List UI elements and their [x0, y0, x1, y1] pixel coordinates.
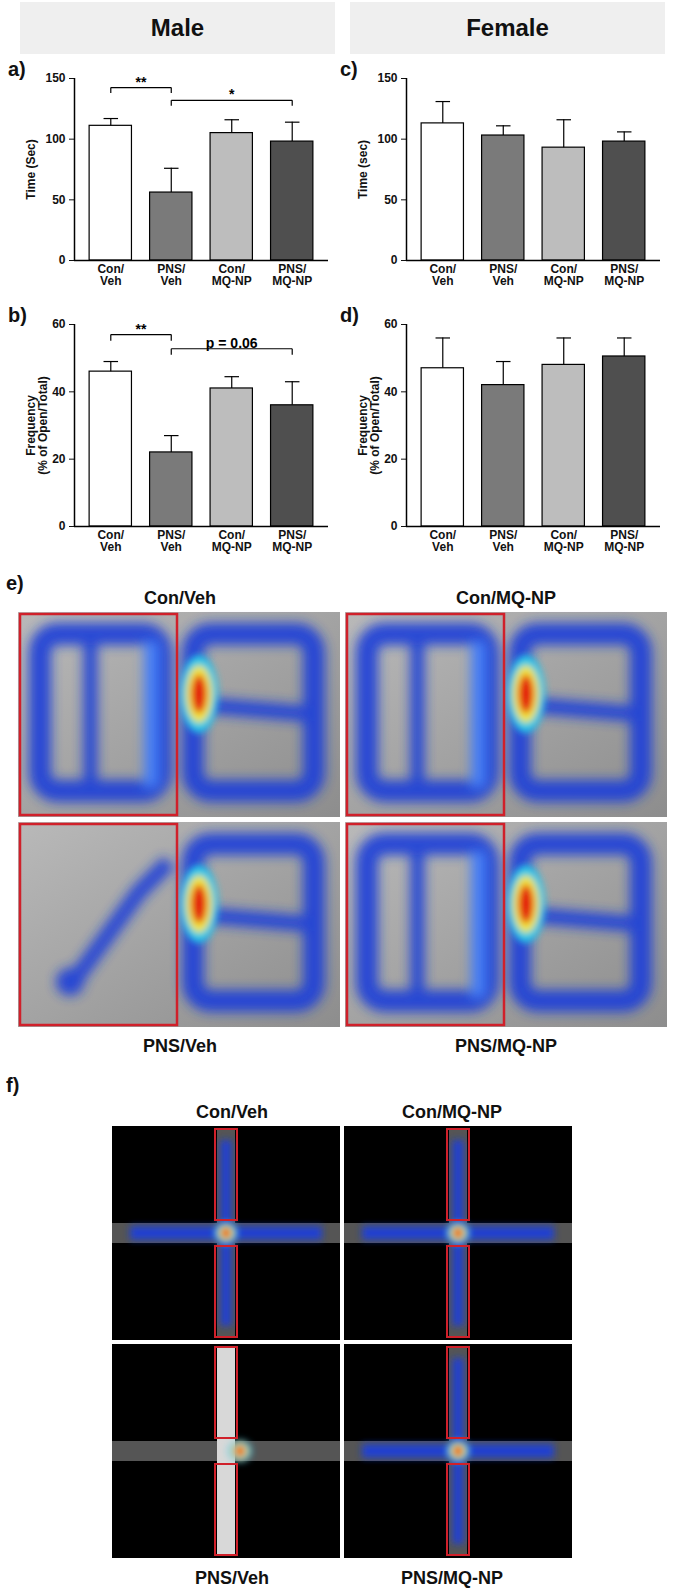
html-text:d): d) — [340, 304, 359, 326]
svg-text:Con/Veh: Con/Veh — [97, 528, 124, 554]
svg-text:Time (Sec): Time (Sec) — [24, 139, 38, 199]
svg-text:0: 0 — [391, 253, 398, 267]
svg-text:40: 40 — [52, 385, 66, 399]
svg-text:0: 0 — [391, 519, 398, 533]
svg-text:60: 60 — [52, 317, 66, 331]
svg-text:**: ** — [136, 74, 147, 90]
svg-text:20: 20 — [384, 452, 398, 466]
svg-text:PNS/Veh: PNS/Veh — [195, 1568, 269, 1588]
svg-text:p = 0.06: p = 0.06 — [206, 335, 258, 351]
html-text:a): a) — [8, 58, 26, 80]
svg-text:40: 40 — [384, 385, 398, 399]
svg-text:PNS/MQ-NP: PNS/MQ-NP — [401, 1568, 503, 1588]
svg-text:Con/Veh: Con/Veh — [429, 262, 456, 288]
svg-text:PNS/MQ-NP: PNS/MQ-NP — [455, 1036, 557, 1056]
svg-text:PNS/MQ-NP: PNS/MQ-NP — [604, 262, 644, 288]
svg-text:PNS/Veh: PNS/Veh — [143, 1036, 217, 1056]
html-text:b): b) — [8, 304, 27, 326]
svg-text:PNS/Veh: PNS/Veh — [489, 262, 518, 288]
svg-text:Frequency(% of Open/Total): Frequency(% of Open/Total) — [356, 376, 382, 474]
svg-text:e): e) — [6, 572, 24, 594]
svg-text:Con/MQ-NP: Con/MQ-NP — [212, 528, 252, 554]
svg-text:PNS/MQ-NP: PNS/MQ-NP — [272, 262, 312, 288]
svg-text:Con/MQ-NP: Con/MQ-NP — [544, 528, 584, 554]
svg-text:PNS/Veh: PNS/Veh — [157, 262, 186, 288]
svg-text:150: 150 — [45, 71, 65, 85]
svg-text:f): f) — [6, 1074, 19, 1096]
html-text:Female: Female — [466, 14, 549, 41]
svg-text:Con/MQ-NP: Con/MQ-NP — [544, 262, 584, 288]
svg-text:Con/MQ-NP: Con/MQ-NP — [456, 588, 556, 608]
html-text:c): c) — [340, 58, 358, 80]
svg-text:*: * — [229, 86, 235, 102]
svg-text:PNS/Veh: PNS/Veh — [489, 528, 518, 554]
svg-text:0: 0 — [59, 519, 66, 533]
svg-text:Con/Veh: Con/Veh — [144, 588, 216, 608]
svg-text:50: 50 — [52, 193, 66, 207]
svg-text:Time (sec): Time (sec) — [356, 140, 370, 199]
svg-text:Frequency(% of Open/Total): Frequency(% of Open/Total) — [24, 376, 50, 474]
svg-text:Con/Veh: Con/Veh — [97, 262, 124, 288]
svg-text:150: 150 — [377, 71, 397, 85]
svg-text:Con/MQ-NP: Con/MQ-NP — [212, 262, 252, 288]
svg-text:PNS/MQ-NP: PNS/MQ-NP — [604, 528, 644, 554]
svg-text:100: 100 — [377, 132, 397, 146]
svg-text:**: ** — [136, 321, 147, 337]
svg-text:20: 20 — [52, 452, 66, 466]
svg-text:Con/Veh: Con/Veh — [429, 528, 456, 554]
html-text:Male: Male — [150, 14, 205, 41]
svg-text:60: 60 — [384, 317, 398, 331]
svg-text:50: 50 — [384, 193, 398, 207]
svg-text:Con/Veh: Con/Veh — [196, 1102, 268, 1122]
svg-text:0: 0 — [59, 253, 66, 267]
svg-text:PNS/MQ-NP: PNS/MQ-NP — [272, 528, 312, 554]
svg-text:PNS/Veh: PNS/Veh — [157, 528, 186, 554]
svg-text:100: 100 — [45, 132, 65, 146]
svg-text:Con/MQ-NP: Con/MQ-NP — [402, 1102, 502, 1122]
